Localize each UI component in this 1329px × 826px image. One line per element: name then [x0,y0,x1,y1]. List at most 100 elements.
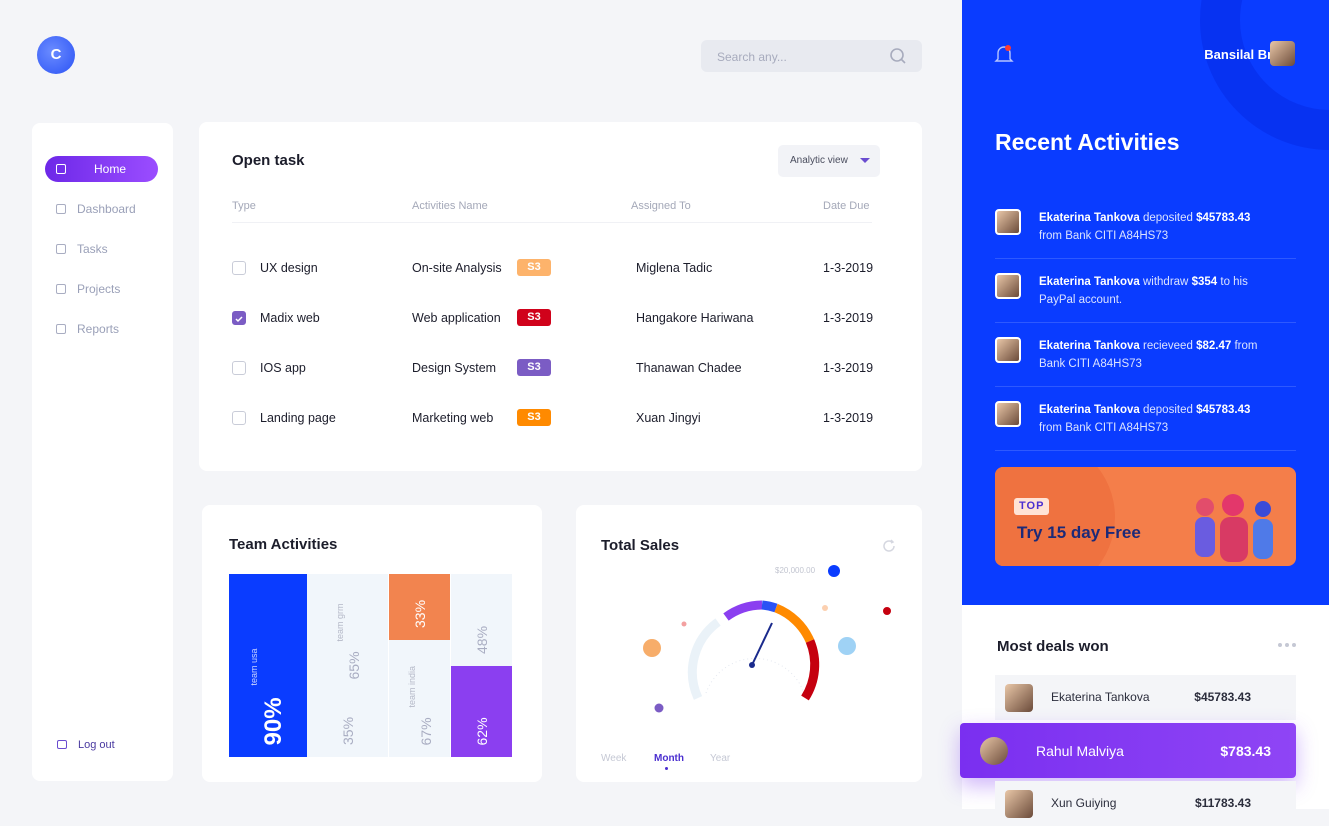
card-title: Team Activities [229,536,338,553]
panel-title: Recent Activities [995,129,1180,155]
activity-avatar [995,209,1021,235]
priority-badge: S3 [517,409,551,426]
checkbox[interactable] [232,311,246,325]
task-type: Madix web [260,311,320,325]
promo-banner[interactable]: TOP Try 15 day Free [995,467,1296,566]
logout-button[interactable]: Log out [56,738,146,754]
dashboard: C Search any... Home Dashboard Tasks Projec… [32,0,1329,818]
activity-amount: $354 [1191,276,1218,288]
activity-avatar [995,273,1021,299]
dropdown-icon [860,158,870,163]
team-tile: 90% team usa [229,574,307,757]
divider [232,222,872,223]
open-task-card: Open task Analytic view Type Activities N… [199,122,922,471]
gauge-label: $20,000.00 [775,566,816,575]
priority-badge: S3 [517,309,551,326]
activity-detail: from Bank CITI A84HS73 [1039,230,1169,242]
nav-icon [56,244,66,254]
activity-name: Ekaterina Tankova [1039,212,1140,224]
activity-text: Ekaterina Tankova deposited $45783.43 fr… [1039,209,1264,245]
due-date: 1-3-2019 [823,261,874,275]
nav-item[interactable]: Reports [45,316,158,342]
search-placeholder: Search any... [717,50,787,64]
deal-row[interactable]: Xun Guiying $11783.43 [995,781,1296,826]
check-mark [235,316,243,323]
period-tab[interactable]: Year [710,753,731,764]
column-header: Type [232,200,256,212]
due-date: 1-3-2019 [823,411,874,425]
activity-name: Marketing web [412,411,494,425]
nav-label: Projects [77,282,121,296]
team-tile: 67% team india [389,640,450,757]
nav-icon [56,324,66,334]
tile-percent: 33% [411,599,428,628]
activity-avatar [995,401,1021,427]
activity-avatar [995,337,1021,363]
deal-row[interactable]: Rahul Malviya $783.43 [960,723,1296,778]
activity-name: Ekaterina Tankova [1039,276,1140,288]
activity-text: Ekaterina Tankova recieveed $82.47 from … [1039,337,1264,373]
nav-item[interactable]: Projects [45,276,158,302]
activity-name: Design System [412,361,497,375]
team-activities-card: Team Activities 90% team usa 65% team grm 35… [202,505,542,782]
deal-amount: $783.43 [1220,742,1271,759]
refresh-icon[interactable] [880,537,898,555]
nav-label: Reports [77,322,120,336]
logo[interactable]: C [37,36,75,74]
promo-text: Try 15 day Free [1017,523,1141,542]
activity-amount: $82.47 [1196,340,1232,352]
total-sales-card: Total Sales $20,000.00 Week Month Year [576,505,922,782]
tile-team: team india [406,665,417,707]
tile-percent: 67% [417,716,434,745]
logout-label: Log out [78,739,115,751]
checkbox[interactable] [232,261,246,275]
nav-item[interactable]: Dashboard [45,196,158,222]
team-tile: 65% team grm [307,574,388,691]
period-tab[interactable]: Month [654,753,684,764]
nav-label: Dashboard [77,202,136,216]
card-title: Open task [232,152,305,169]
period-tab[interactable]: Week [601,753,627,764]
activity-name: Web application [412,311,501,325]
checkbox[interactable] [232,361,246,375]
activity-amount: $45783.43 [1196,404,1251,416]
divider [995,450,1296,451]
nav-item[interactable]: Tasks [45,236,158,262]
deal-row[interactable]: Ekaterina Tankova $45783.43 [995,675,1296,720]
activity-text: Ekaterina Tankova withdraw $354 to his P… [1039,273,1264,309]
deal-avatar [1005,789,1033,818]
task-type: Landing page [260,411,336,425]
priority-badge: S3 [517,359,551,376]
user-name: Bansilal Brata [1204,47,1291,62]
activity-name: Ekaterina Tankova [1039,404,1140,416]
divider [995,322,1296,323]
nav-item[interactable]: Home [45,156,158,182]
activity-panel: Bansilal Brata Recent Activities TOP Try… [962,0,1329,605]
decoration [995,467,1115,566]
search-box[interactable]: Search any... [701,40,922,72]
view-button[interactable]: Analytic view [778,145,880,177]
task-type: UX design [260,261,318,275]
tile-team: team grm [334,602,345,641]
activity-action: deposited [1142,404,1193,416]
user-avatar[interactable] [1270,41,1295,66]
tile-percent: 35% [339,716,356,745]
deal-name: Ekaterina Tankova [1051,689,1150,704]
deal-amount: $45783.43 [1194,689,1251,704]
checkbox[interactable] [232,411,246,425]
card-title: Total Sales [601,537,680,554]
promo-illustration [1195,494,1273,562]
tile-team: team usa [249,647,259,685]
activity-text: Ekaterina Tankova deposited $45783.43 fr… [1039,401,1264,437]
due-date: 1-3-2019 [823,311,874,325]
activity-detail: from Bank CITI A84HS73 [1039,422,1169,434]
deal-name: Rahul Malviya [1036,742,1124,759]
tile-percent: 62% [473,716,490,745]
bell-icon[interactable] [994,44,1014,66]
deal-amount: $11783.43 [1194,795,1251,810]
column-header: Assigned To [631,200,691,212]
assignee: Xuan Jingyi [636,411,701,425]
tile-percent: 65% [345,650,362,679]
more-icon[interactable] [1277,642,1297,648]
nav-label: Home [94,162,127,176]
